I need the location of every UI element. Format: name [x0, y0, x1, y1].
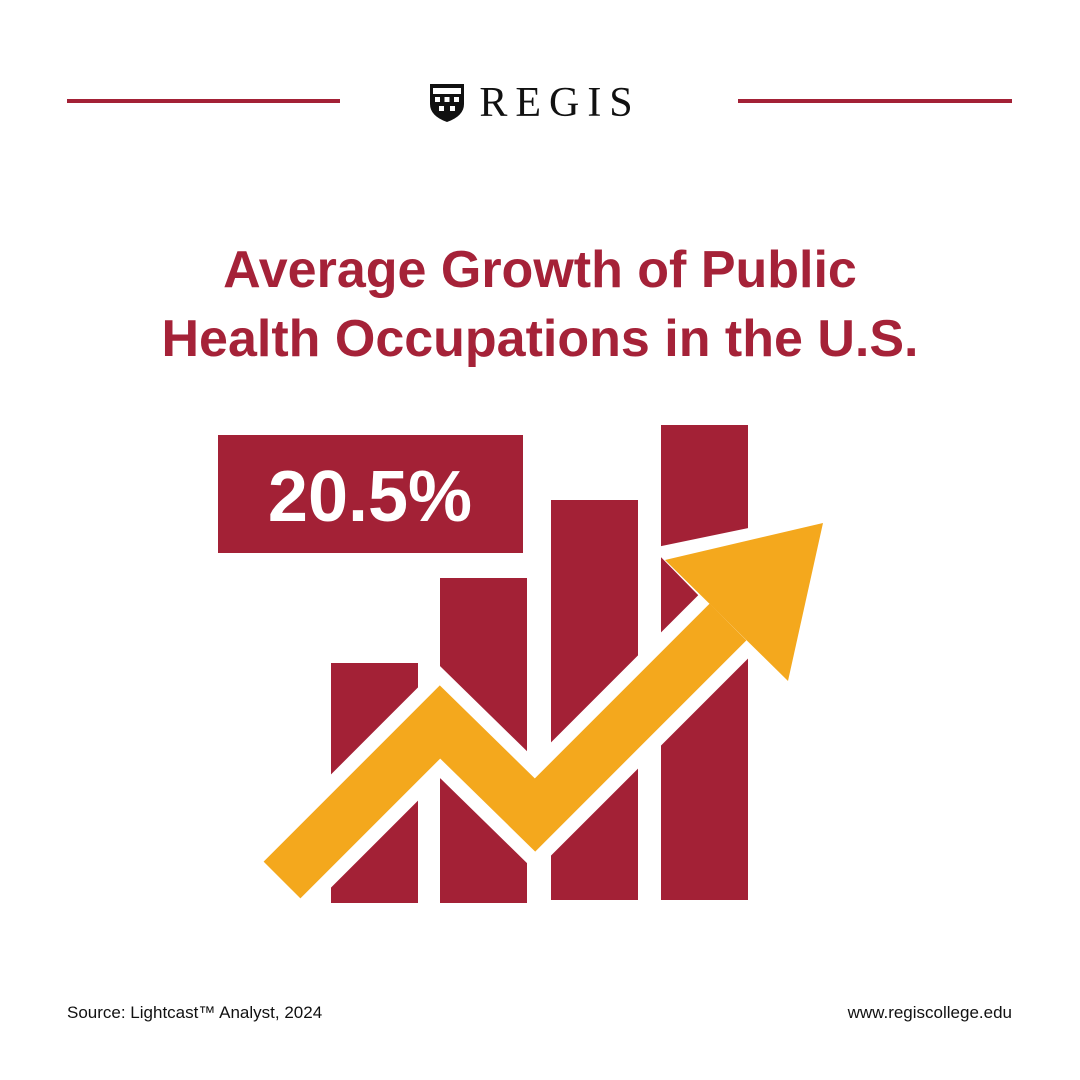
header-rule — [67, 99, 340, 103]
brand-name: REGIS — [479, 80, 640, 126]
stat-value: 20.5% — [268, 457, 472, 537]
title-line: Average Growth of Public — [223, 241, 857, 299]
stat-box — [218, 435, 523, 553]
title-line: Health Occupations in the U.S. — [162, 310, 919, 368]
source-note: Source: Lightcast™ Analyst, 2024 — [67, 1003, 322, 1022]
growth-arrow — [253, 510, 835, 909]
website: www.regiscollege.edu — [847, 1003, 1012, 1022]
header-rule — [738, 99, 1012, 103]
logo-shield — [430, 84, 464, 122]
